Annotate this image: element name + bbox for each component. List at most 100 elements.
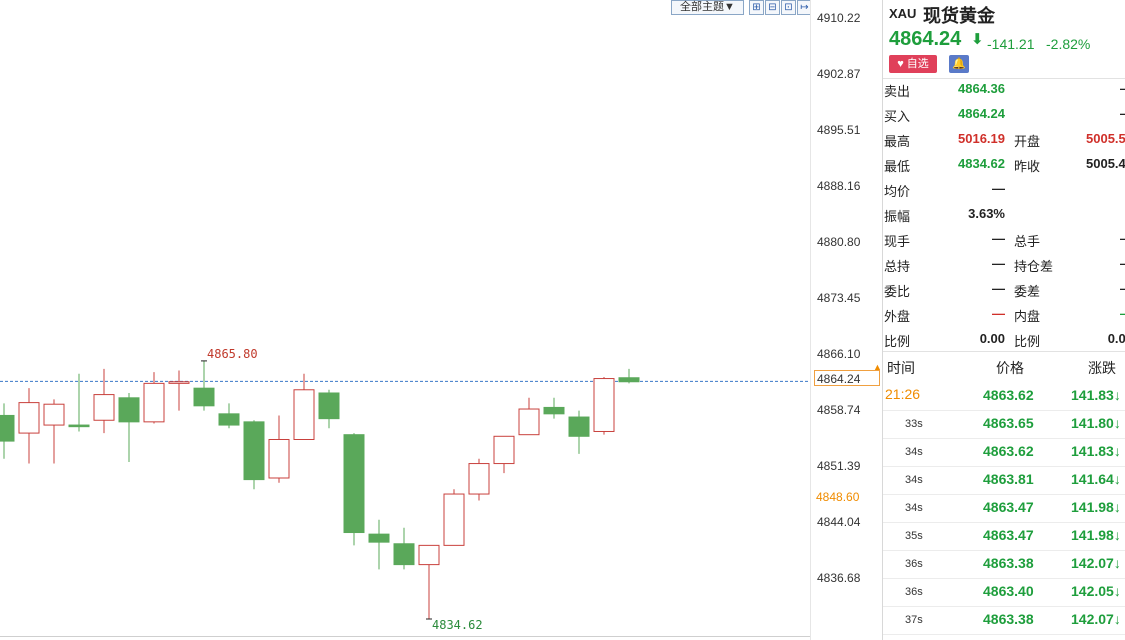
candle-down	[618, 377, 640, 383]
stat-label: 开盘	[1014, 134, 1041, 149]
price-tick-label: 4895.51	[817, 123, 861, 137]
low-price-label: 4834.62	[432, 618, 483, 632]
stat-value: —	[992, 231, 1005, 246]
stat-value: —	[1073, 106, 1125, 121]
candle-up	[468, 463, 490, 495]
down-arrow-icon: ↓	[1113, 583, 1121, 599]
candle-down	[118, 397, 140, 423]
price-alert-button[interactable]: 🔔	[949, 55, 969, 73]
stat-label: 委比	[884, 284, 911, 299]
trade-change-value: 141.83	[1071, 443, 1114, 459]
trade-change-value: 141.80	[1071, 415, 1114, 431]
price-tick-label: 4902.87	[817, 67, 861, 81]
chart-bottom-border	[0, 636, 810, 637]
stat-label: 最低	[884, 159, 911, 174]
candle-down	[343, 434, 365, 534]
stat-label: 内盘	[1014, 309, 1041, 324]
trade-change: 141.98↓	[1071, 527, 1121, 543]
price-tick-label: 4851.39	[817, 459, 861, 473]
trades-header-change: 涨跌	[1088, 360, 1116, 376]
chart-canvas[interactable]: 4865.80 4834.62	[0, 0, 810, 640]
stat-label: 总持	[884, 259, 911, 274]
trade-price: 4863.65	[983, 415, 1034, 431]
trade-row: 33s 4863.65 141.80↓	[883, 410, 1125, 439]
candle-down	[568, 416, 590, 437]
stat-value: 5005.45	[1086, 156, 1125, 171]
grid-icon[interactable]: ⊞	[749, 0, 764, 15]
candle-up	[168, 381, 190, 384]
trade-change-value: 142.07	[1071, 555, 1114, 571]
trade-price: 4863.38	[983, 611, 1034, 627]
stat-value: 4864.24	[958, 106, 1005, 121]
heart-icon: ♥	[897, 58, 904, 70]
trade-change: 141.98↓	[1071, 499, 1121, 515]
stat-label: 比例	[884, 334, 911, 349]
trade-time: 37s	[905, 614, 923, 626]
current-price-caret-icon: ▲	[873, 362, 882, 372]
last-price: 4864.24	[889, 28, 962, 50]
theme-selector-button[interactable]: 全部主题▼	[671, 0, 744, 15]
trade-row: 34s 4863.47 141.98↓	[883, 494, 1125, 523]
candle-up	[93, 394, 115, 421]
trade-change-value: 141.83	[1071, 387, 1114, 403]
price-tick-label: 4888.16	[817, 179, 861, 193]
divider	[883, 78, 1125, 79]
candle-up	[143, 382, 165, 423]
stat-value: —	[1073, 81, 1125, 96]
candle-down	[393, 543, 415, 566]
trade-change-value: 142.05	[1071, 583, 1114, 599]
trades-header-price: 价格	[996, 360, 1024, 376]
stat-label: 持仓差	[1014, 259, 1054, 274]
trade-change: 141.80↓	[1071, 415, 1121, 431]
price-tick-label: 4836.68	[817, 571, 861, 585]
chart-layout-icon[interactable]: ⊟	[765, 0, 780, 15]
add-favorite-button[interactable]: ♥ 自选	[889, 55, 937, 73]
stat-value: 4834.62	[958, 156, 1005, 171]
candle-down	[318, 392, 340, 420]
trade-price: 4863.38	[983, 555, 1034, 571]
price-change: -141.21	[987, 36, 1035, 52]
stat-label: 振幅	[884, 209, 911, 224]
trade-price: 4863.62	[983, 443, 1034, 459]
down-arrow-icon: ↓	[1113, 443, 1121, 459]
candle-down	[193, 387, 215, 407]
stat-label: 买入	[884, 109, 911, 124]
trade-time: 33s	[905, 418, 923, 430]
stat-value: —	[1073, 281, 1125, 296]
candle-down	[368, 533, 390, 543]
crosshair-icon[interactable]: ⊡	[781, 0, 796, 15]
price-tick-label: 4880.80	[817, 235, 861, 249]
candle-up	[443, 493, 465, 546]
price-change-percent: -2.82%	[1046, 36, 1091, 52]
candle-up	[293, 389, 315, 440]
trade-row: 34s 4863.81 141.64↓	[883, 466, 1125, 495]
instrument-name: 现货黄金	[923, 6, 995, 27]
current-price-marker: 4864.24	[814, 370, 880, 386]
trade-price: 4863.40	[983, 583, 1034, 599]
stat-value: 0.00	[1107, 331, 1125, 346]
candle-down	[68, 424, 90, 428]
trade-price: 4863.47	[983, 499, 1034, 515]
trade-row: 36s 4863.40 142.05↓	[883, 578, 1125, 607]
price-tick-label: 4873.45	[817, 291, 861, 305]
candle-down	[543, 406, 565, 415]
trade-change: 142.07↓	[1071, 555, 1121, 571]
stat-value: 5005.51	[1086, 131, 1125, 146]
candle-down	[218, 413, 240, 426]
down-arrow-icon: ↓	[1113, 527, 1121, 543]
price-tick-label: 4858.74	[817, 403, 861, 417]
stat-value: —	[1073, 231, 1125, 246]
trade-row: 34s 4863.62 141.83↓	[883, 438, 1125, 467]
trade-price: 4863.62	[983, 387, 1034, 403]
trade-row: 35s 4863.47 141.98↓	[883, 522, 1125, 551]
reference-price-marker: 4848.60	[816, 490, 860, 504]
price-axis: 4910.22 4902.87 4895.51 4888.16 4880.80 4873.…	[810, 0, 883, 640]
price-tick-label: 4910.22	[817, 11, 861, 25]
stat-label: 现手	[884, 234, 911, 249]
stat-value: —	[1073, 256, 1125, 271]
trade-row: 37s 4863.38 142.07↓	[883, 606, 1125, 635]
trade-change-value: 141.98	[1071, 527, 1114, 543]
trade-time: 34s	[905, 474, 923, 486]
candlestick-chart[interactable]: 4865.80 4834.62 全部主题▼ ⊞ ⊟ ⊡ ↦	[0, 0, 812, 640]
trade-price: 4863.81	[983, 471, 1034, 487]
